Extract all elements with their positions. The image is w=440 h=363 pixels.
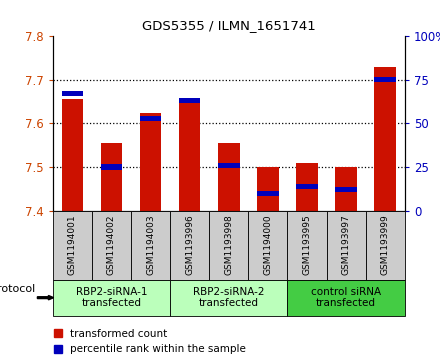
Bar [101, 143, 122, 211]
Bar [179, 99, 201, 211]
Bar [257, 191, 279, 196]
Text: RBP2-siRNA-1
transfected: RBP2-siRNA-1 transfected [76, 287, 147, 309]
Bar [374, 67, 396, 211]
Bar [140, 113, 161, 211]
Legend: transformed count, percentile rank within the sample: transformed count, percentile rank withi… [54, 329, 246, 354]
Bar [140, 115, 161, 121]
Bar [62, 99, 83, 211]
Bar [296, 184, 318, 189]
Bar [101, 164, 122, 170]
Text: GSM1194001: GSM1194001 [68, 215, 77, 276]
Text: GSM1194000: GSM1194000 [264, 215, 272, 276]
Title: GDS5355 / ILMN_1651741: GDS5355 / ILMN_1651741 [142, 19, 315, 32]
Bar [374, 77, 396, 82]
Bar [62, 91, 83, 97]
Text: GSM1193998: GSM1193998 [224, 215, 233, 276]
Text: protocol: protocol [0, 284, 35, 294]
Bar [179, 98, 201, 103]
Bar [218, 163, 239, 168]
Bar [257, 167, 279, 211]
Text: control siRNA
transfected: control siRNA transfected [311, 287, 381, 309]
Text: GSM1193995: GSM1193995 [303, 215, 312, 276]
Bar [218, 143, 239, 211]
Bar [296, 163, 318, 211]
Text: GSM1193997: GSM1193997 [341, 215, 351, 276]
Text: RBP2-siRNA-2
transfected: RBP2-siRNA-2 transfected [193, 287, 264, 309]
Bar [335, 167, 357, 211]
Text: GSM1193999: GSM1193999 [381, 215, 390, 276]
Bar [335, 187, 357, 192]
Text: GSM1194002: GSM1194002 [107, 215, 116, 275]
Text: GSM1193996: GSM1193996 [185, 215, 194, 276]
Text: GSM1194003: GSM1194003 [146, 215, 155, 276]
